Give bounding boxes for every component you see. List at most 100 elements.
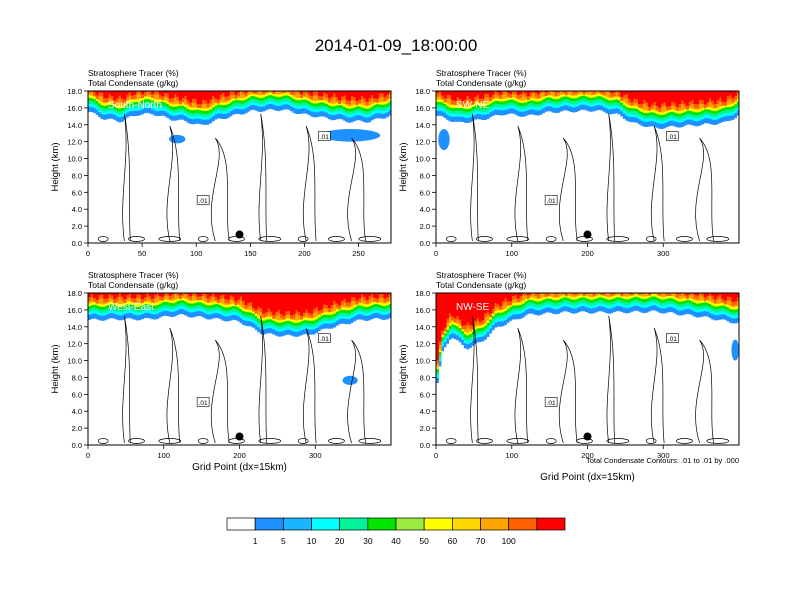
section-label: West-East — [108, 302, 154, 313]
panel-title-tracer: Stratosphere Tracer (%) — [88, 68, 179, 78]
tracer-patch — [731, 339, 740, 361]
contour-line — [695, 339, 714, 444]
x-tick-label: 0 — [86, 249, 90, 258]
x-tick-label: 100 — [157, 451, 170, 460]
y-axis-label: Height (km) — [398, 142, 409, 191]
y-tick-label: 0.0 — [72, 441, 82, 450]
contour-label-box — [318, 131, 331, 141]
y-tick-label: 0.0 — [420, 239, 430, 248]
y-tick-label: 14.0 — [415, 323, 430, 332]
x-tick-label: 100 — [190, 249, 203, 258]
y-tick-label: 12.0 — [67, 340, 82, 349]
contour-line — [695, 137, 714, 242]
y-tick-label: 8.0 — [72, 171, 82, 180]
contour-blob — [97, 438, 109, 444]
x-tick-label: 200 — [581, 249, 594, 258]
colorbar-label: 1 — [253, 536, 258, 546]
x-tick-label: 100 — [505, 249, 518, 258]
contour-label-box — [318, 333, 331, 343]
contour-line — [606, 113, 616, 242]
contour-line — [302, 327, 317, 444]
contour-label: .01 — [320, 336, 329, 343]
x-tick-label: 0 — [434, 249, 438, 258]
contour-line — [347, 137, 366, 242]
x-tick-label: 200 — [233, 451, 246, 460]
contour-blob — [706, 236, 730, 242]
contour-label-box — [196, 397, 210, 407]
tracer-field — [436, 293, 740, 383]
contour-blob — [158, 236, 182, 242]
contour-blob — [676, 236, 693, 242]
y-tick-label: 8.0 — [420, 373, 430, 382]
contour-line — [606, 315, 616, 444]
colorbar-label: 30 — [363, 536, 373, 546]
section-label: NW-SE — [456, 302, 489, 313]
panel-title-tracer: Stratosphere Tracer (%) — [436, 68, 527, 78]
contour-blob — [128, 236, 145, 242]
contour-blob — [97, 236, 109, 242]
colorbar: 1 5 10 20 30 40 50 60 70 100 — [226, 517, 566, 546]
y-tick-label: 14.0 — [67, 323, 82, 332]
y-tick-label: 18.0 — [67, 87, 82, 96]
tracer-layer — [436, 293, 740, 361]
condensate-contours — [97, 315, 382, 444]
panel-sw-ne: Stratosphere Tracer (%)Total Condensate … — [398, 68, 740, 258]
y-tick-label: 6.0 — [420, 390, 430, 399]
contour-line — [210, 339, 230, 444]
y-axis-label: Height (km) — [50, 142, 61, 191]
contour-line — [302, 125, 317, 242]
y-tick-label: 10.0 — [67, 357, 82, 366]
panel-title-tracer: Stratosphere Tracer (%) — [436, 270, 527, 280]
panel-south-north: Stratosphere Tracer (%)Total Condensate … — [50, 68, 392, 258]
condensate-contours — [97, 113, 382, 242]
contour-line — [210, 137, 230, 242]
contour-blob — [297, 438, 309, 444]
location-marker — [583, 432, 592, 441]
panel-title-condensate: Total Condensate (g/kg) — [88, 78, 178, 88]
contour-line — [122, 113, 131, 242]
y-axis-label: Height (km) — [398, 344, 409, 393]
location-marker — [235, 432, 244, 441]
x-tick-label: 100 — [505, 451, 518, 460]
contour-line — [166, 327, 181, 444]
contour-blob — [128, 438, 145, 444]
contour-label: .01 — [668, 336, 677, 343]
y-tick-label: 8.0 — [420, 171, 430, 180]
x-tick-label: 250 — [352, 249, 365, 258]
tracer-patch — [320, 129, 381, 142]
colorbar-swatch — [395, 517, 425, 531]
contour-line — [514, 327, 529, 444]
y-tick-label: 12.0 — [415, 138, 430, 147]
colorbar-label: 60 — [448, 536, 458, 546]
contour-label-box — [666, 333, 679, 343]
contour-line — [470, 315, 479, 444]
condensate-contours — [445, 315, 730, 444]
location-marker — [235, 230, 244, 239]
colorbar-label: 10 — [307, 536, 317, 546]
y-tick-label: 6.0 — [420, 188, 430, 197]
y-tick-label: 6.0 — [72, 390, 82, 399]
x-tick-label: 300 — [309, 451, 322, 460]
y-tick-label: 18.0 — [415, 87, 430, 96]
x-tick-label: 50 — [138, 249, 146, 258]
contour-blob — [476, 438, 493, 444]
y-tick-label: 18.0 — [67, 289, 82, 298]
contour-blob — [606, 236, 630, 242]
colorbar-swatch — [451, 517, 481, 531]
x-axis-label: Grid Point (dx=15km) — [192, 462, 287, 473]
contour-blob — [545, 438, 557, 444]
contour-blob — [297, 236, 309, 242]
contour-label: .01 — [199, 198, 208, 205]
y-tick-label: 16.0 — [67, 306, 82, 315]
y-tick-label: 4.0 — [420, 407, 430, 416]
panel-nw-se: Stratosphere Tracer (%)Total Condensate … — [398, 270, 740, 483]
colorbar-swatch — [423, 517, 453, 531]
contour-blob — [258, 236, 282, 242]
tracer-layer — [436, 293, 740, 378]
tracer-field — [88, 293, 392, 386]
contour-label-box — [666, 131, 679, 141]
y-tick-label: 10.0 — [415, 357, 430, 366]
colorbar-swatch — [254, 517, 284, 531]
contour-line — [258, 113, 268, 242]
contour-label: .01 — [320, 134, 329, 141]
